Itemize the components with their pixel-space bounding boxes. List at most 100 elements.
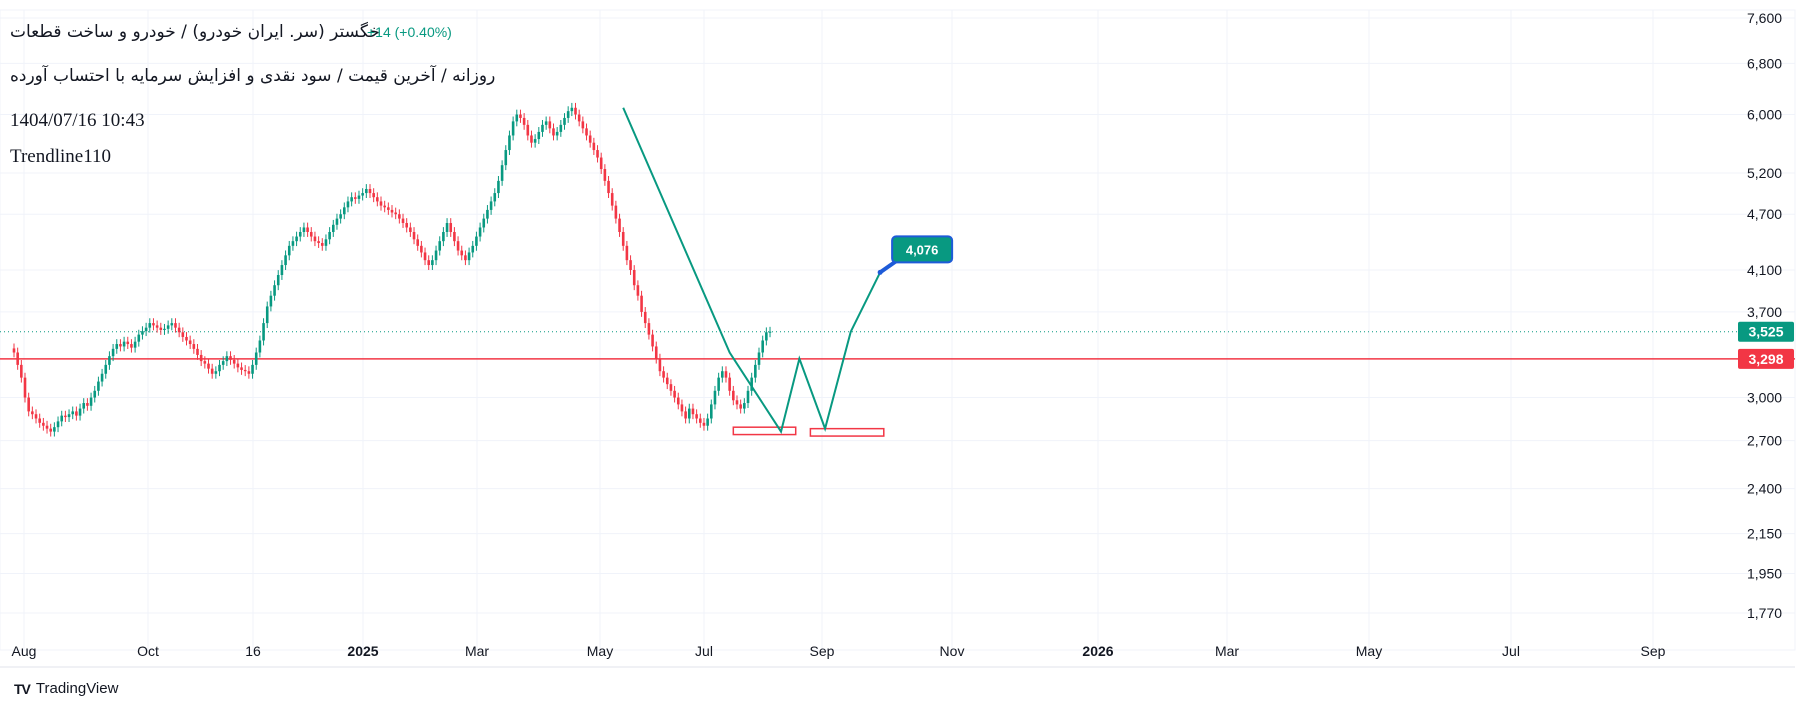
candle — [27, 392, 30, 417]
candle-body — [618, 218, 621, 232]
candle-body — [482, 218, 486, 228]
candle — [265, 301, 269, 329]
chart-datetime: 1404/07/16 10:43 — [10, 110, 145, 131]
zigzag-line[interactable] — [622, 107, 882, 435]
candle — [97, 376, 100, 396]
candle-body — [559, 124, 563, 132]
candle-body — [449, 223, 453, 232]
candle — [361, 188, 364, 201]
candle — [739, 399, 742, 414]
y-tick-label: 7,600 — [1747, 10, 1782, 26]
candle-body — [89, 397, 93, 406]
candle-body — [97, 381, 100, 391]
candle — [126, 336, 130, 349]
candle — [115, 339, 119, 354]
projection-label: 4,076 — [906, 242, 939, 257]
candle — [467, 247, 471, 266]
candle-body — [739, 404, 742, 409]
candle — [243, 365, 247, 377]
candle — [548, 116, 552, 134]
candle — [431, 255, 434, 270]
candle — [687, 403, 691, 424]
candle-body — [119, 344, 122, 347]
candle — [427, 255, 431, 270]
candle-body — [570, 107, 574, 112]
candle — [298, 227, 302, 242]
candle — [629, 255, 632, 275]
candle — [698, 413, 702, 428]
candle — [442, 227, 445, 247]
candle-body — [12, 348, 16, 353]
candle-body — [262, 323, 265, 341]
candle — [621, 227, 625, 251]
candle-body — [100, 373, 104, 382]
x-tick-label: Jul — [1502, 643, 1520, 659]
candle — [493, 188, 497, 207]
candle-body — [486, 209, 489, 219]
candle-body — [42, 422, 45, 426]
time-axis[interactable]: Aug Oct 16 2025 Mar May Jul Sep Nov 2026 Mar May Jul… — [0, 643, 1795, 668]
candle — [20, 359, 23, 383]
candle-body — [680, 404, 684, 412]
candle-body — [754, 364, 757, 378]
candle-body — [295, 236, 298, 242]
candle — [192, 339, 196, 354]
bottom-box[interactable] — [809, 427, 885, 437]
candle — [449, 218, 453, 237]
projection-label-box[interactable] — [891, 235, 954, 264]
candle — [240, 362, 243, 375]
candle — [64, 410, 67, 422]
candle-body — [409, 227, 412, 232]
y-tick-label: 6,800 — [1747, 55, 1782, 71]
candle — [702, 417, 706, 431]
candle-body — [442, 231, 445, 242]
candle — [67, 409, 71, 422]
candle — [203, 356, 207, 369]
candle — [416, 234, 419, 251]
x-tick-label: May — [1356, 643, 1382, 659]
candle — [210, 363, 214, 379]
candle — [185, 332, 188, 346]
x-tick-label: Mar — [465, 643, 489, 659]
candle — [111, 343, 115, 362]
candle — [251, 359, 254, 379]
candle — [306, 222, 309, 237]
candle — [537, 127, 541, 144]
price-axis[interactable]: 7,600 6,800 6,000 5,200 4,700 4,100 3,700 3,000… — [1747, 10, 1782, 621]
candle-body — [379, 201, 383, 206]
candle-body — [23, 377, 27, 398]
price-change: +14 (+0.40%) — [367, 24, 452, 40]
y-tick-label: 3,000 — [1747, 390, 1782, 406]
candle-body — [31, 411, 34, 415]
candle — [765, 327, 768, 346]
candle-body — [335, 218, 339, 225]
zigzag-pattern[interactable]: 4,076 — [622, 107, 954, 435]
candle-body — [625, 245, 629, 261]
candle-body — [221, 361, 225, 365]
candle-body — [287, 245, 291, 256]
candle-body — [331, 224, 335, 232]
candle — [225, 351, 229, 367]
candle — [23, 372, 27, 403]
y-tick-label: 1,770 — [1747, 605, 1782, 621]
candle-body — [632, 270, 636, 286]
candle — [665, 372, 669, 390]
candle — [152, 318, 155, 331]
candle-body — [533, 139, 537, 143]
candle-body — [177, 327, 181, 333]
candle — [423, 247, 427, 266]
x-tick-label: Oct — [137, 643, 159, 659]
candle — [254, 347, 258, 370]
bottom-box[interactable] — [732, 426, 797, 436]
candle — [530, 130, 533, 148]
candle-body — [511, 121, 515, 136]
candle-body — [346, 201, 350, 208]
candle-body — [427, 260, 431, 266]
candle — [196, 343, 199, 360]
candle-body — [148, 323, 152, 328]
candle — [232, 355, 236, 369]
tradingview-brand[interactable]: TV TradingView — [14, 680, 118, 697]
candle — [574, 102, 577, 120]
x-tick-label: Nov — [940, 643, 965, 659]
